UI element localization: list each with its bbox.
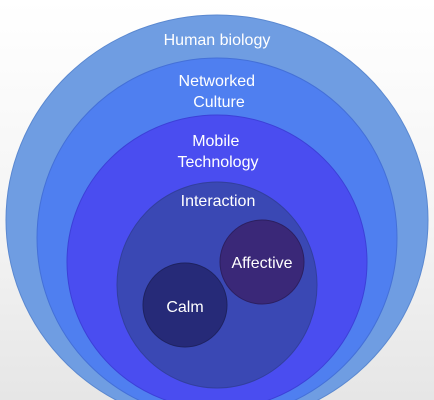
- label-mobile-technology: Mobile Technology: [178, 133, 259, 171]
- label-interaction: Interaction: [181, 193, 256, 210]
- label-networked-culture: Networked Culture: [179, 73, 260, 111]
- circle-calm: Calm: [142, 262, 228, 348]
- label-human-biology: Human biology: [164, 32, 271, 49]
- label-calm: Calm: [166, 299, 203, 316]
- label-affective: Affective: [231, 255, 292, 272]
- circle-affective: Affective: [219, 219, 305, 305]
